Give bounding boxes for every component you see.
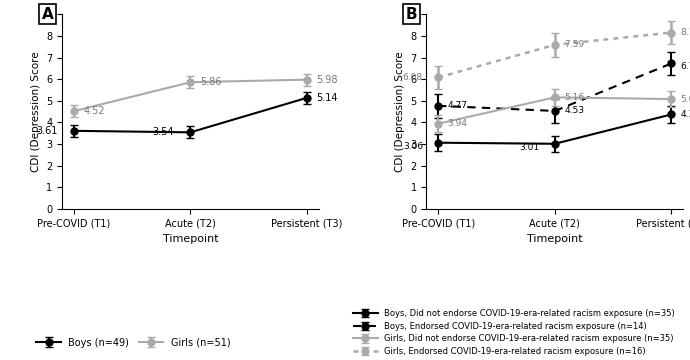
Legend: Boys, Did not endorse COVID-19-era-related racism exposure (n=35), Boys, Endorse: Boys, Did not endorse COVID-19-era-relat…	[349, 306, 678, 359]
Text: A: A	[41, 6, 53, 22]
Text: 5.16: 5.16	[564, 93, 584, 102]
Text: 4.52: 4.52	[83, 106, 105, 116]
Text: 4.53: 4.53	[564, 107, 584, 116]
X-axis label: Timepoint: Timepoint	[163, 234, 218, 244]
Legend: Boys (n=49), Girls (n=51): Boys (n=49), Girls (n=51)	[32, 334, 235, 351]
Text: B: B	[406, 6, 417, 22]
Text: 7.59: 7.59	[564, 40, 584, 49]
Text: 3.01: 3.01	[520, 143, 540, 152]
Y-axis label: CDI (Depression) Score: CDI (Depression) Score	[30, 51, 41, 172]
Y-axis label: CDI (Depression) Score: CDI (Depression) Score	[395, 51, 405, 172]
Text: 6.08: 6.08	[403, 73, 423, 82]
Text: 3.06: 3.06	[403, 142, 423, 151]
Text: 8.16: 8.16	[681, 28, 690, 37]
Text: 3.54: 3.54	[152, 127, 174, 137]
Text: 5.08: 5.08	[681, 95, 690, 104]
Text: 5.98: 5.98	[317, 75, 338, 85]
Text: 4.77: 4.77	[448, 101, 468, 110]
Text: 5.14: 5.14	[317, 93, 338, 103]
Text: 4.37: 4.37	[681, 110, 690, 119]
X-axis label: Timepoint: Timepoint	[527, 234, 582, 244]
Text: 3.94: 3.94	[448, 119, 468, 128]
Text: 5.86: 5.86	[199, 77, 221, 87]
Text: 6.73: 6.73	[681, 62, 690, 71]
Text: 3.61: 3.61	[36, 126, 57, 136]
